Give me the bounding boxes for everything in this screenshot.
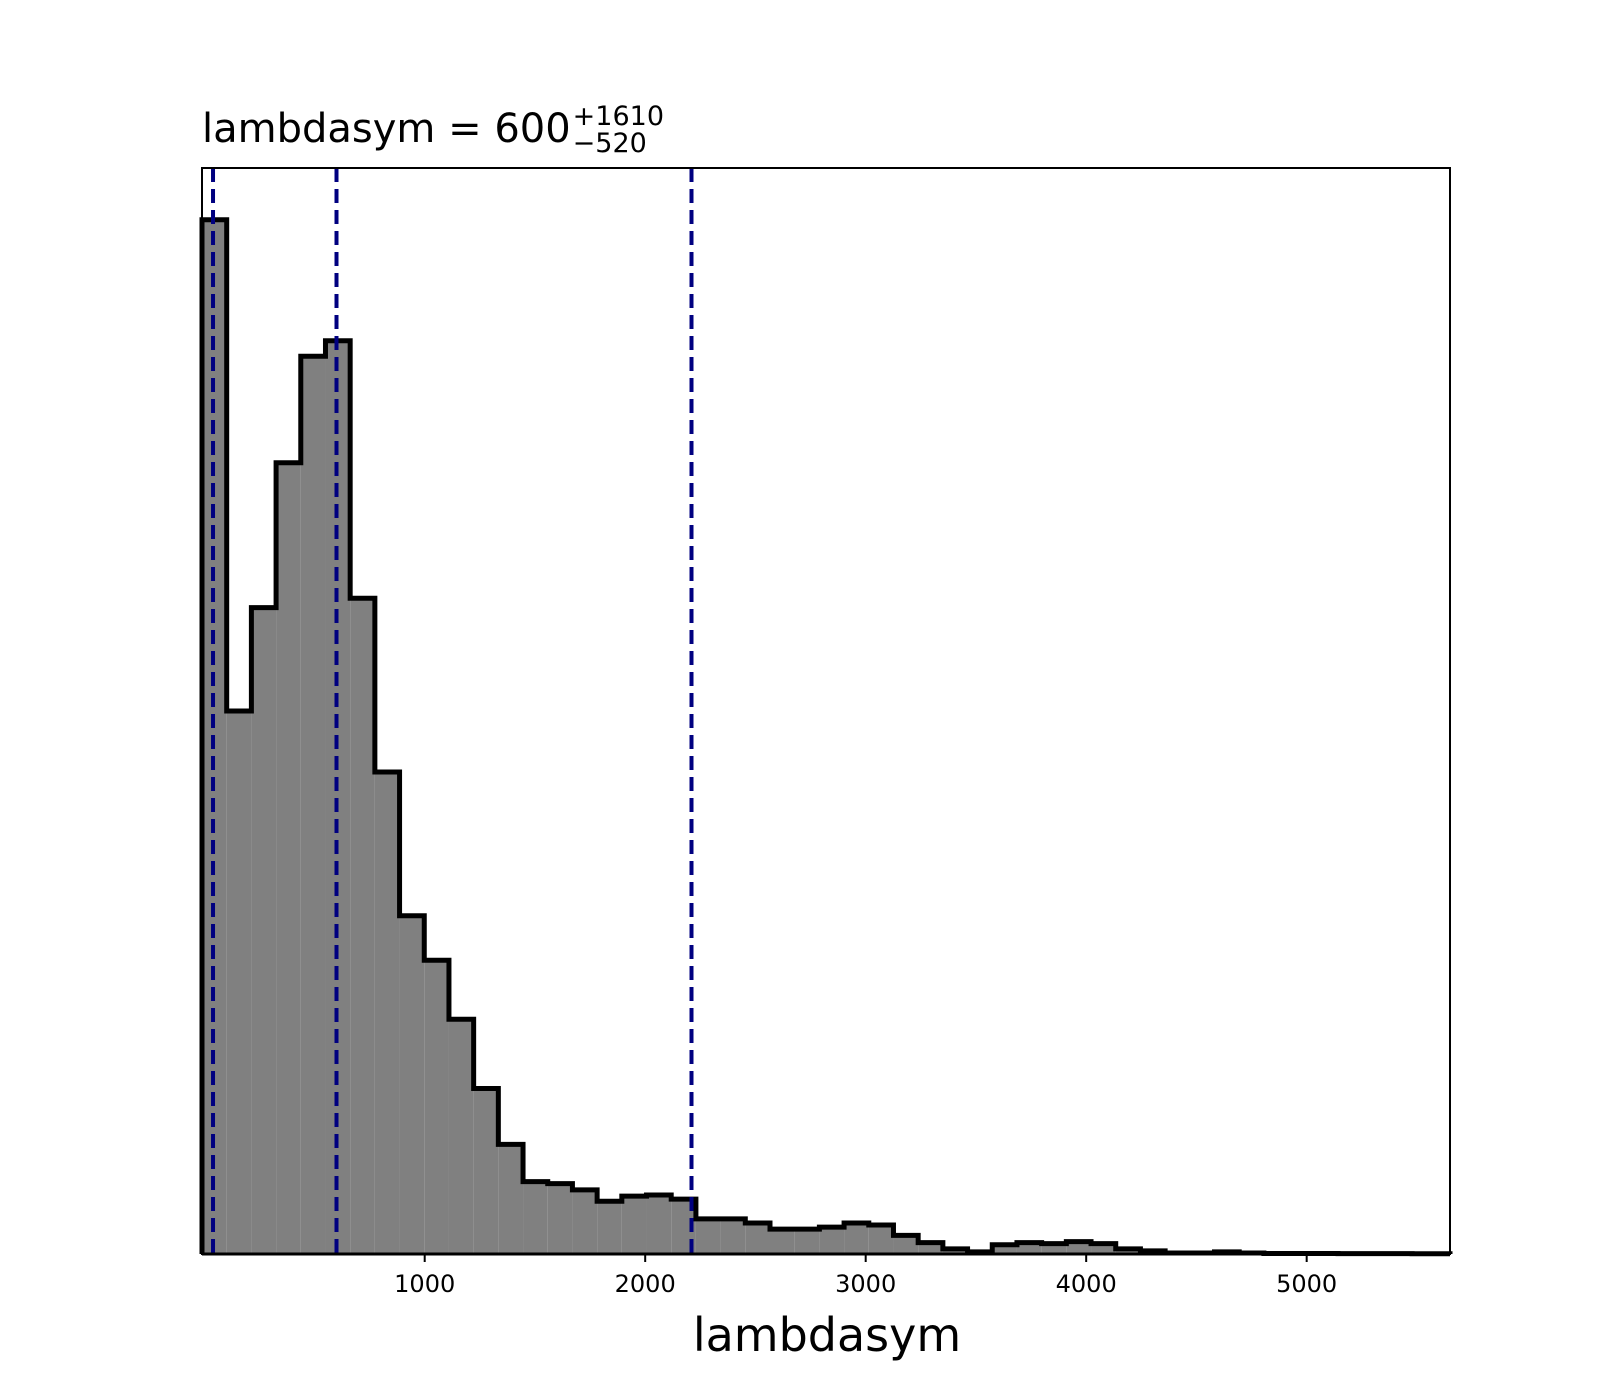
- histogram-bin: [868, 1225, 894, 1254]
- x-tick-label: 1000: [394, 1270, 455, 1298]
- histogram-bin: [597, 1201, 622, 1254]
- histogram-bin: [1016, 1242, 1042, 1254]
- x-axis-label: lambdasym: [693, 1308, 961, 1362]
- histogram-bin: [794, 1229, 820, 1254]
- histogram-bin: [918, 1242, 943, 1254]
- histogram-bin: [448, 1019, 474, 1254]
- histogram-bin: [424, 960, 449, 1254]
- histogram-bin: [942, 1248, 968, 1254]
- histogram-bin: [646, 1195, 672, 1254]
- quantile-lines: [211, 168, 694, 1254]
- histogram-bin: [695, 1218, 721, 1254]
- histogram-bin: [350, 598, 375, 1254]
- x-tick-label: 5000: [1276, 1270, 1337, 1298]
- histogram-bin: [523, 1181, 548, 1254]
- histogram-bin: [374, 772, 400, 1254]
- histogram-bin: [1041, 1243, 1067, 1254]
- histogram-bin: [300, 356, 326, 1254]
- histogram-bin: [473, 1088, 499, 1254]
- histogram-bin: [769, 1229, 795, 1254]
- title-lower-error: −520: [573, 128, 647, 159]
- axes: 1000 2000 3000 4000 5000: [201, 167, 1451, 1298]
- x-tick-label: 2000: [615, 1270, 676, 1298]
- histogram-bars: [199, 217, 1453, 1257]
- histogram-bin: [844, 1222, 869, 1254]
- histogram-bin: [745, 1222, 770, 1254]
- histogram-bin: [720, 1218, 746, 1254]
- title-upper-error: +1610: [573, 101, 664, 132]
- histogram-bin: [893, 1235, 919, 1254]
- histogram-bin: [226, 711, 252, 1254]
- histogram-bin: [992, 1244, 1017, 1254]
- histogram-outline: [199, 217, 1453, 1257]
- histogram-bin: [547, 1183, 573, 1254]
- title-median: 600: [494, 106, 570, 152]
- x-tick-label: 3000: [835, 1270, 896, 1298]
- histogram-bin: [1066, 1241, 1092, 1254]
- chart-title: lambdasym = 600: [202, 106, 571, 152]
- histogram-bin: [1115, 1248, 1141, 1254]
- histogram-bin: [621, 1196, 647, 1254]
- histogram-bin: [1091, 1243, 1116, 1254]
- histogram-bin: [251, 607, 277, 1254]
- histogram-bin: [572, 1189, 598, 1254]
- histogram-bin: [498, 1144, 524, 1254]
- histogram-bin: [399, 915, 425, 1254]
- x-tick-label: 4000: [1056, 1270, 1117, 1298]
- title-parameter: lambdasym: [202, 106, 435, 152]
- title-equals: =: [435, 106, 494, 152]
- histogram-bin: [276, 462, 301, 1254]
- histogram-bin: [819, 1227, 845, 1254]
